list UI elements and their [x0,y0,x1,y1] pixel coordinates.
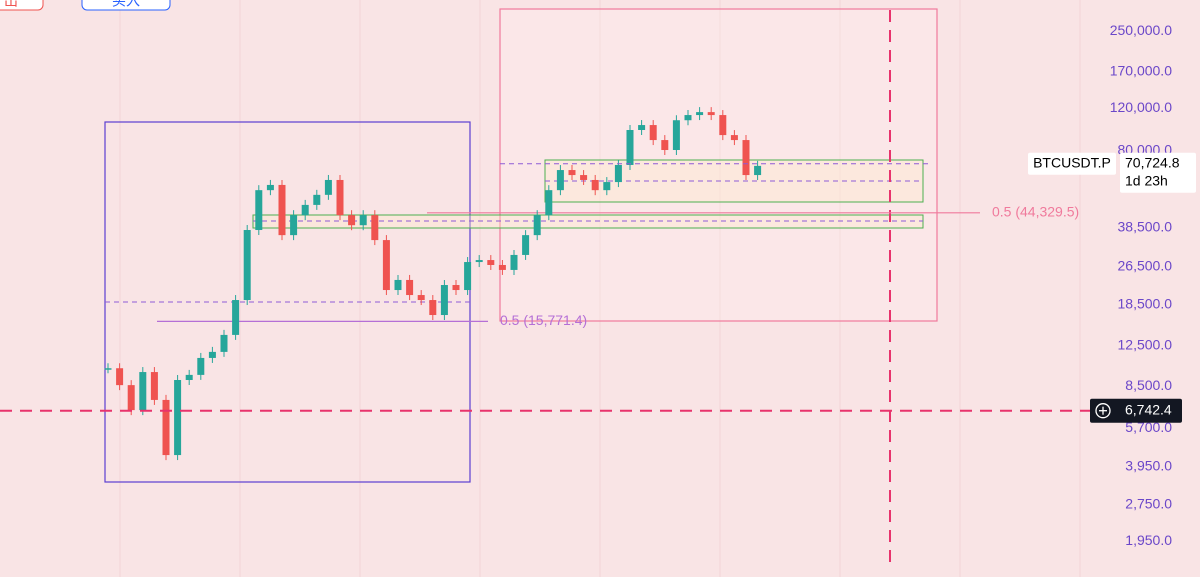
candle [452,285,460,291]
candle [556,170,564,191]
last-price-box [1120,152,1196,193]
candle [406,279,414,296]
plus-icon [1095,403,1111,419]
sell-button-label: 出 [4,0,18,9]
fib-label: 0.5 (44,329.5) [992,204,1079,220]
buy-button[interactable] [81,0,171,11]
candle [348,215,356,226]
y-tick-label: 8,500.0 [1125,377,1172,393]
candle [139,372,147,411]
candle [614,164,622,183]
candle [266,184,274,191]
candle [417,295,425,301]
candle [185,374,193,381]
candle [475,260,483,263]
candle [336,179,344,216]
candle [104,368,112,370]
buy-button-label: 买入 [112,0,140,9]
range-box [499,8,938,322]
y-tick-label: 18,500.0 [1118,295,1173,311]
y-tick-label: 3,950.0 [1125,458,1172,474]
candle [464,262,472,291]
candle [150,372,158,400]
candle [684,115,692,121]
crosshair-label: 6,742.4 [1125,401,1172,417]
y-tick-label: 38,500.0 [1118,218,1173,234]
candle [638,125,646,131]
candle [719,115,727,136]
candle [174,380,182,456]
candle [730,135,738,141]
fib-label: 0.5 (15,771.4) [500,312,587,328]
candle [301,204,309,216]
candle [707,112,715,116]
y-tick-label: 120,000.0 [1110,99,1172,115]
candle [591,179,599,191]
candle [754,165,762,176]
candle [440,285,448,316]
y-tick-label: 1,950.0 [1125,532,1172,548]
candle [116,368,124,386]
y-tick-label: 2,750.0 [1125,496,1172,512]
candle [498,264,506,270]
candle [220,334,228,352]
crosshair-label-box [1090,398,1182,423]
candle [197,357,205,375]
y-tick-label: 5,700.0 [1125,419,1172,435]
candle [603,182,611,191]
y-tick-label: 250,000.0 [1110,22,1172,38]
candle [255,190,263,231]
candle [324,179,332,195]
candle [522,235,530,255]
candle [382,240,390,291]
candle [232,300,240,335]
sell-button[interactable] [0,0,44,11]
countdown-label: 1d 23h [1125,172,1168,188]
vertical-grid [119,0,1081,577]
candle [162,399,170,456]
candle [672,120,680,151]
candle [649,125,657,141]
candle [394,279,402,291]
y-tick-label: 12,500.0 [1118,337,1173,353]
candle [429,300,437,316]
candle [568,170,576,176]
candle [742,140,750,176]
candle [545,190,553,216]
candle [626,130,634,165]
candle [696,112,704,116]
symbol-label: BTCUSDT.P [1033,154,1111,170]
y-tick-label: 170,000.0 [1110,62,1172,78]
symbol-label-box [1028,152,1116,175]
candle [359,215,367,226]
candle [278,184,286,236]
candle [243,230,251,301]
candle [371,215,379,241]
candle [313,194,321,205]
candle [127,385,135,411]
candle [533,215,541,236]
candle [510,254,518,270]
candle [208,351,216,358]
last-price-label: 70,724.8 [1125,154,1180,170]
candle [290,215,298,236]
candle [580,175,588,180]
y-tick-label: 26,500.0 [1118,258,1173,274]
candle [661,140,669,151]
candle [487,260,495,265]
